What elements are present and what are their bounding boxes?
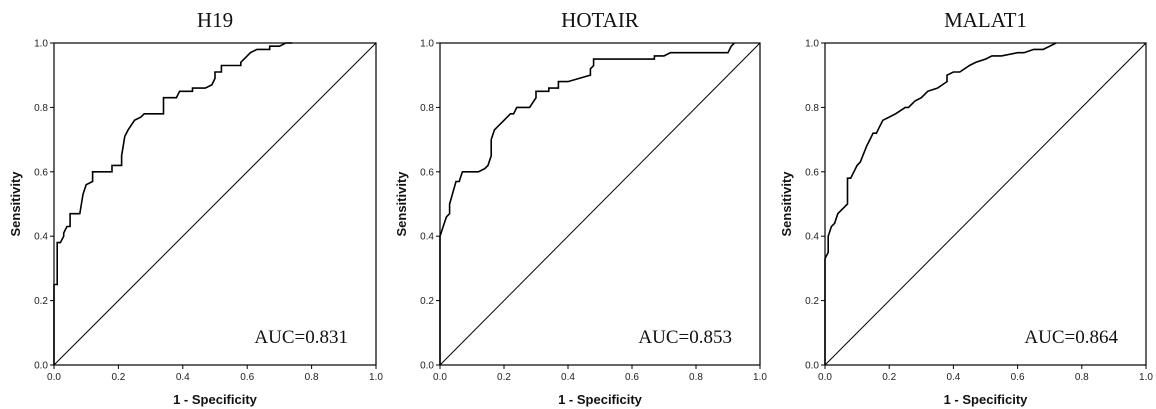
x-axis-label: 1 - Specificity — [558, 392, 643, 407]
auc-annotation: AUC=0.864 — [1024, 327, 1118, 348]
x-tick-label: 1.0 — [1139, 372, 1153, 383]
x-tick-label: 0.2 — [882, 372, 896, 383]
panel-title: HOTAIR — [561, 8, 639, 32]
y-tick-label: 0.6 — [805, 167, 819, 178]
panel-title: MALAT1 — [944, 8, 1027, 32]
plot-frame — [824, 42, 1147, 366]
x-tick-label: 0.6 — [625, 372, 639, 383]
y-axis-label: Sensitivity — [8, 171, 23, 237]
roc-panel-3: MALAT1 0.0 0.2 0.4 0.6 0.8 1.0 0.0 0.2 0.4 0.6 0.8 1… — [779, 8, 1153, 407]
y-axis-label: Sensitivity — [779, 171, 794, 237]
reference-diagonal — [824, 42, 1147, 366]
y-tick-label: 1.0 — [805, 39, 819, 50]
y-tick-label: 0.8 — [34, 103, 48, 114]
x-tick-label: 0.4 — [176, 372, 190, 383]
x-axis-label: 1 - Specificity — [944, 392, 1029, 407]
x-tick-label: 0.6 — [1011, 372, 1025, 383]
y-tick-label: 0.2 — [420, 296, 434, 307]
y-tick-label: 0.6 — [420, 167, 434, 178]
x-tick-label: 0.0 — [818, 372, 832, 383]
x-tick-label: 0.0 — [47, 372, 61, 383]
x-tick-label: 1.0 — [753, 372, 767, 383]
plot-frame — [53, 42, 377, 366]
x-tick-label: 0.0 — [433, 372, 447, 383]
roc-panel-2: HOTAIR 0.0 0.2 0.4 0.6 0.8 1.0 0.0 0.2 0.4 0.6 0.8 1… — [394, 8, 767, 407]
reference-diagonal — [439, 42, 761, 366]
y-tick-label: 1.0 — [420, 39, 434, 50]
y-tick-label: 0.0 — [805, 361, 819, 372]
reference-diagonal — [53, 42, 377, 366]
y-tick-label: 0.8 — [420, 103, 434, 114]
roc-panel-1: H19 0.0 0.2 0.4 0.6 0.8 1.0 0.0 0.2 0.4 0.6 0.8 1.0 1… — [8, 8, 383, 407]
panel-title: H19 — [197, 8, 233, 32]
x-tick-label: 0.8 — [305, 372, 319, 383]
y-tick-label: 0.4 — [805, 232, 819, 243]
y-tick-label: 0.0 — [420, 361, 434, 372]
y-tick-label: 1.0 — [34, 39, 48, 50]
x-tick-label: 0.4 — [946, 372, 960, 383]
y-axis-label: Sensitivity — [394, 171, 409, 237]
x-tick-label: 0.6 — [240, 372, 254, 383]
x-tick-label: 0.8 — [1075, 372, 1089, 383]
y-tick-label: 0.0 — [34, 361, 48, 372]
x-tick-label: 0.2 — [497, 372, 511, 383]
x-tick-label: 1.0 — [369, 372, 383, 383]
plot-frame — [439, 42, 761, 366]
y-tick-label: 0.4 — [34, 232, 48, 243]
roc-curve — [53, 42, 293, 365]
x-tick-label: 0.8 — [689, 372, 703, 383]
x-tick-label: 0.2 — [111, 372, 125, 383]
y-tick-label: 0.2 — [34, 296, 48, 307]
roc-curve — [824, 42, 1057, 365]
auc-annotation: AUC=0.831 — [254, 327, 348, 348]
y-tick-label: 0.4 — [420, 232, 434, 243]
y-tick-label: 0.6 — [34, 167, 48, 178]
x-axis-label: 1 - Specificity — [173, 392, 258, 407]
y-tick-label: 0.2 — [805, 296, 819, 307]
roc-curve — [439, 42, 735, 365]
x-tick-label: 0.4 — [561, 372, 575, 383]
auc-annotation: AUC=0.853 — [638, 327, 732, 348]
y-tick-label: 0.8 — [805, 103, 819, 114]
